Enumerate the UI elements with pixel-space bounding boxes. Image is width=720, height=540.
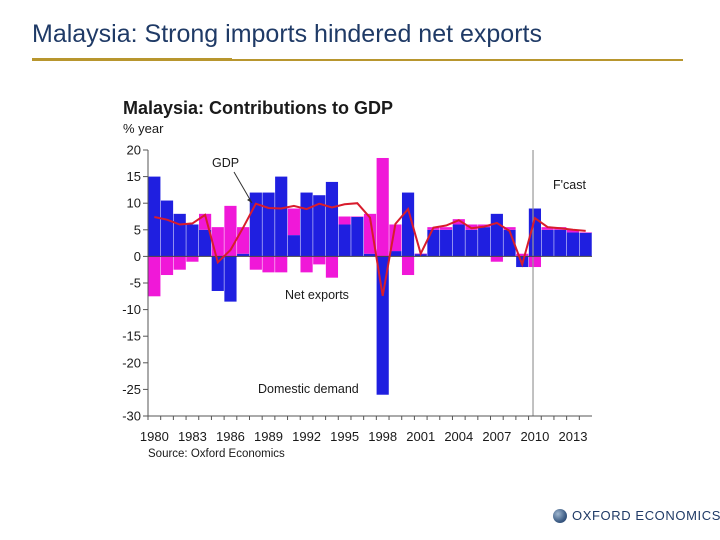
domestic-demand-bar bbox=[389, 251, 402, 257]
domestic-demand-bar bbox=[198, 229, 212, 257]
y-tick-label: 10 bbox=[127, 196, 141, 211]
domestic-demand-bar bbox=[338, 224, 351, 257]
domestic-demand-bar bbox=[490, 213, 503, 257]
oxford-economics-logo: OXFORD ECONOMICS bbox=[553, 508, 720, 523]
domestic-demand-bar bbox=[554, 229, 567, 257]
domestic-demand-bar bbox=[211, 256, 224, 291]
gdp-line bbox=[154, 202, 586, 296]
domestic-demand-bar bbox=[541, 229, 554, 257]
net-exports-bar bbox=[503, 227, 516, 230]
domestic-demand-bar bbox=[313, 195, 326, 257]
gdp-annotation-arrowhead bbox=[247, 198, 252, 203]
y-tick-label: -10 bbox=[122, 302, 141, 317]
net-exports-bar bbox=[541, 227, 554, 230]
domestic-demand-bar bbox=[376, 256, 389, 395]
chart-source: Source: Oxford Economics bbox=[148, 448, 285, 460]
logo-text: OXFORD ECONOMICS bbox=[572, 508, 720, 523]
y-tick-label: 5 bbox=[134, 222, 141, 237]
net-exports-bar bbox=[528, 256, 542, 268]
y-tick-label: -5 bbox=[129, 276, 141, 291]
domestic-demand-bar bbox=[440, 229, 453, 257]
forecast-annotation: F'cast bbox=[553, 178, 586, 192]
net-exports-bar bbox=[262, 256, 275, 273]
net-exports-bar bbox=[148, 256, 161, 297]
x-tick-label: 1995 bbox=[330, 429, 359, 444]
net-exports-bar bbox=[579, 232, 592, 233]
y-tick-label: 20 bbox=[127, 143, 141, 158]
net-exports-bar bbox=[516, 253, 529, 257]
x-tick-label: 1998 bbox=[368, 429, 397, 444]
domestic-demand-bar bbox=[325, 181, 339, 257]
net-exports-bar bbox=[440, 227, 453, 230]
domestic-demand-annotation: Domestic demand bbox=[258, 382, 359, 396]
globe-icon bbox=[553, 508, 567, 523]
domestic-demand-bar bbox=[465, 229, 478, 257]
domestic-demand-bar bbox=[160, 200, 174, 257]
domestic-demand-bar bbox=[148, 176, 161, 257]
slide-title: Malaysia: Strong imports hindered net ex… bbox=[32, 20, 542, 48]
net-exports-bar bbox=[363, 213, 377, 254]
domestic-demand-bar bbox=[224, 256, 237, 302]
y-tick-label: 0 bbox=[134, 249, 141, 264]
domestic-demand-bar bbox=[427, 229, 440, 257]
domestic-demand-bar bbox=[173, 213, 186, 257]
net-exports-bar bbox=[186, 256, 199, 262]
net-exports-bar bbox=[490, 256, 503, 262]
domestic-demand-bar bbox=[351, 216, 364, 257]
domestic-demand-bar bbox=[300, 192, 313, 257]
x-tick-label: 2010 bbox=[520, 429, 549, 444]
x-tick-label: 1989 bbox=[254, 429, 283, 444]
domestic-demand-bar bbox=[275, 176, 288, 257]
net-exports-bar bbox=[452, 219, 465, 225]
net-exports-bar bbox=[237, 227, 250, 254]
domestic-demand-bar bbox=[237, 253, 250, 257]
net-exports-bar bbox=[160, 256, 174, 276]
net-exports-bar bbox=[211, 227, 224, 257]
net-exports-bar bbox=[566, 229, 580, 233]
domestic-demand-bar bbox=[579, 232, 592, 257]
domestic-demand-bar bbox=[363, 253, 377, 257]
y-tick-label: -20 bbox=[122, 355, 141, 370]
chart-title: Malaysia: Contributions to GDP bbox=[123, 98, 393, 118]
y-tick-label: -15 bbox=[122, 329, 141, 344]
domestic-demand-bar bbox=[452, 224, 465, 257]
net-exports-bar bbox=[351, 216, 364, 217]
domestic-demand-bar bbox=[186, 224, 199, 257]
domestic-demand-bar bbox=[478, 227, 491, 257]
y-axis-unit-label: % year bbox=[123, 121, 164, 136]
plot-area: 20 15 10 5 0 -5 -10 -15 -20 -25 -30 1980 1983 1986 198… bbox=[122, 143, 592, 444]
net-exports-bar bbox=[401, 256, 415, 276]
net-exports-bar bbox=[275, 256, 288, 273]
net-exports-bar bbox=[249, 256, 262, 270]
x-tick-label: 1980 bbox=[140, 429, 169, 444]
net-exports-bar bbox=[376, 157, 389, 257]
net-exports-bar bbox=[313, 256, 326, 265]
x-tick-label: 2007 bbox=[482, 429, 511, 444]
domestic-demand-bar bbox=[566, 232, 580, 257]
x-tick-label: 2013 bbox=[559, 429, 588, 444]
x-tick-label: 2001 bbox=[406, 429, 435, 444]
net-exports-bar bbox=[287, 208, 300, 236]
net-exports-annotation: Net exports bbox=[285, 288, 349, 302]
net-exports-bar bbox=[325, 256, 339, 278]
x-tick-label: 1986 bbox=[216, 429, 245, 444]
domestic-demand-bar bbox=[401, 192, 415, 257]
gdp-annotation: GDP bbox=[212, 156, 239, 170]
x-tick-label: 2004 bbox=[444, 429, 473, 444]
gdp-annotation-arrow bbox=[233, 171, 253, 204]
net-exports-bar bbox=[173, 256, 186, 270]
y-tick-label: -25 bbox=[122, 382, 141, 397]
y-tick-label: -30 bbox=[122, 409, 141, 424]
title-underline-accent bbox=[32, 58, 232, 61]
y-tick-label: 15 bbox=[127, 169, 141, 184]
net-exports-bar bbox=[300, 256, 313, 273]
title-underline bbox=[32, 59, 683, 61]
x-tick-label: 1983 bbox=[178, 429, 207, 444]
domestic-demand-bar bbox=[287, 235, 300, 257]
domestic-demand-bar bbox=[262, 192, 275, 257]
net-exports-bar bbox=[338, 216, 351, 225]
x-tick-label: 1992 bbox=[292, 429, 321, 444]
